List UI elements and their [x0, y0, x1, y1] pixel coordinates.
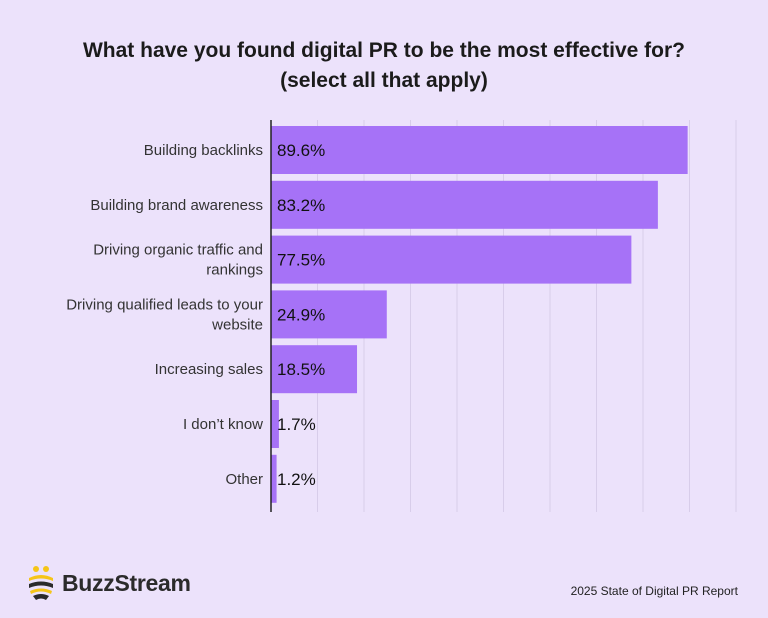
value-label: 89.6% — [277, 141, 325, 160]
category-label: Other — [225, 471, 263, 488]
value-label: 24.9% — [277, 305, 325, 324]
buzzstream-logo: BuzzStream — [28, 565, 191, 601]
bar — [271, 454, 277, 503]
bar — [271, 345, 358, 394]
bar — [271, 126, 688, 174]
category-label: Building brand awareness — [90, 197, 263, 214]
bee-icon — [29, 566, 53, 600]
chart-title-line-2: (select all that apply) — [280, 69, 488, 92]
value-label: 83.2% — [277, 196, 325, 215]
category-label: Increasing sales — [155, 361, 263, 378]
category-label: I don’t know — [183, 416, 263, 433]
bar — [271, 180, 658, 229]
category-label: Driving qualified leads to your website — [66, 296, 263, 333]
brand-name: BuzzStream — [62, 569, 191, 596]
value-label: 18.5% — [277, 360, 325, 379]
value-label: 1.2% — [277, 470, 316, 489]
chart-title-line-1: What have you found digital PR to be the… — [82, 39, 686, 62]
bar — [271, 400, 279, 448]
value-label: 77.5% — [277, 251, 325, 270]
bar — [271, 290, 387, 339]
source-caption: 2025 State of Digital PR Report — [570, 584, 738, 598]
chart-title: What have you found digital PR to be the… — [0, 36, 768, 96]
category-label: Driving organic traffic and rankings — [93, 242, 263, 279]
bar — [271, 235, 632, 284]
value-label: 1.7% — [277, 415, 316, 434]
category-label: Building backlinks — [144, 142, 263, 159]
